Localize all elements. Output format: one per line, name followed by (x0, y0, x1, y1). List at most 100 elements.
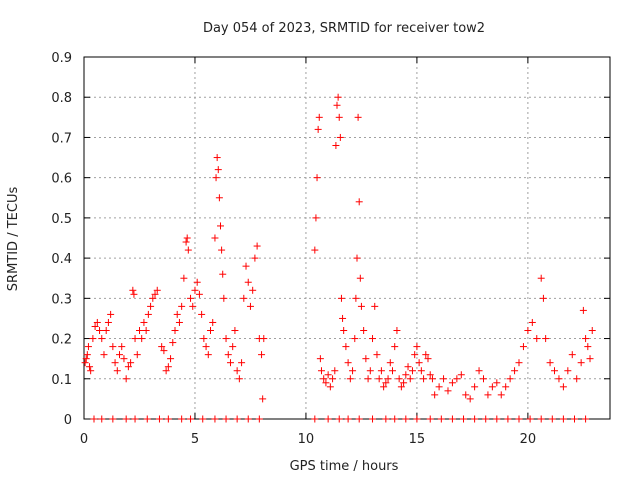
data-point (339, 314, 347, 322)
data-point (420, 375, 428, 383)
data-point (426, 371, 434, 379)
data-point (260, 335, 268, 343)
data-point (344, 415, 352, 423)
data-point (400, 379, 408, 387)
data-point (395, 375, 403, 383)
data-point (497, 391, 505, 399)
data-point (211, 415, 219, 423)
data-point (131, 415, 139, 423)
x-tick-label: 20 (520, 432, 537, 447)
data-point (335, 415, 343, 423)
data-point (413, 415, 421, 423)
data-point (528, 318, 536, 326)
data-point (120, 355, 128, 363)
data-point (213, 154, 221, 162)
data-point (515, 415, 523, 423)
data-point (424, 355, 432, 363)
data-point (130, 290, 138, 298)
data-point (352, 294, 360, 302)
data-point (364, 375, 372, 383)
data-point (568, 351, 576, 359)
data-point (313, 174, 321, 182)
data-point (173, 310, 181, 318)
data-point (384, 375, 392, 383)
data-point (564, 367, 572, 375)
data-point (582, 335, 590, 343)
data-point (259, 395, 267, 403)
data-point (493, 379, 501, 387)
y-tick-label: 0.6 (51, 172, 72, 187)
data-point (251, 254, 259, 262)
data-point (559, 415, 567, 423)
data-point (231, 327, 239, 335)
data-point (393, 327, 401, 335)
data-point (184, 246, 192, 254)
data-point (129, 286, 137, 294)
data-point (164, 363, 172, 371)
data-point (555, 375, 563, 383)
data-point (369, 415, 377, 423)
x-axis-label: GPS time / hours (290, 459, 399, 474)
data-point (431, 391, 439, 399)
data-point (355, 415, 363, 423)
y-tick-label: 0.2 (51, 333, 72, 348)
data-point (122, 375, 130, 383)
data-point (180, 274, 188, 282)
data-point (240, 294, 248, 302)
x-tick-label: 0 (80, 432, 88, 447)
data-point (388, 367, 396, 375)
y-tick-label: 0.8 (51, 91, 72, 106)
data-point (542, 335, 550, 343)
data-point (133, 351, 141, 359)
data-point (351, 335, 359, 343)
data-point (471, 415, 479, 423)
data-point (109, 415, 117, 423)
y-tick-label: 0.4 (51, 252, 72, 267)
data-point (391, 415, 399, 423)
data-point (329, 375, 337, 383)
data-point (366, 367, 374, 375)
data-point (537, 274, 545, 282)
data-point (317, 367, 325, 375)
data-point (189, 302, 197, 310)
data-point (113, 367, 121, 375)
data-point (209, 318, 217, 326)
data-point (524, 327, 532, 335)
data-point (397, 383, 405, 391)
data-point (255, 415, 263, 423)
data-point (235, 375, 243, 383)
data-point (242, 262, 250, 270)
data-point (546, 359, 554, 367)
data-point (369, 335, 377, 343)
data-point (96, 327, 104, 335)
data-point (316, 355, 324, 363)
data-point (588, 327, 596, 335)
data-point (142, 327, 150, 335)
data-point (444, 387, 452, 395)
data-point (466, 395, 474, 403)
data-point (149, 294, 157, 302)
data-point (187, 415, 195, 423)
data-point (435, 383, 443, 391)
data-point (519, 343, 527, 351)
x-tick-label: 15 (409, 432, 426, 447)
data-point (331, 367, 339, 375)
data-point (312, 214, 320, 222)
data-point (224, 351, 232, 359)
data-point (371, 302, 379, 310)
data-point (89, 335, 97, 343)
data-point (167, 355, 175, 363)
data-point (526, 415, 534, 423)
data-point (506, 375, 514, 383)
data-point (415, 359, 423, 367)
axis-ticks: 0 0.1 0.2 0.3 0.4 0.5 0.6 0.7 0.8 0.9 0 5 10 15 20 (51, 51, 610, 447)
data-point (579, 306, 587, 314)
data-point (169, 339, 177, 347)
data-point (98, 335, 106, 343)
data-point (135, 327, 143, 335)
data-point (502, 383, 510, 391)
data-point (344, 359, 352, 367)
data-point (582, 415, 590, 423)
data-point (314, 125, 322, 133)
